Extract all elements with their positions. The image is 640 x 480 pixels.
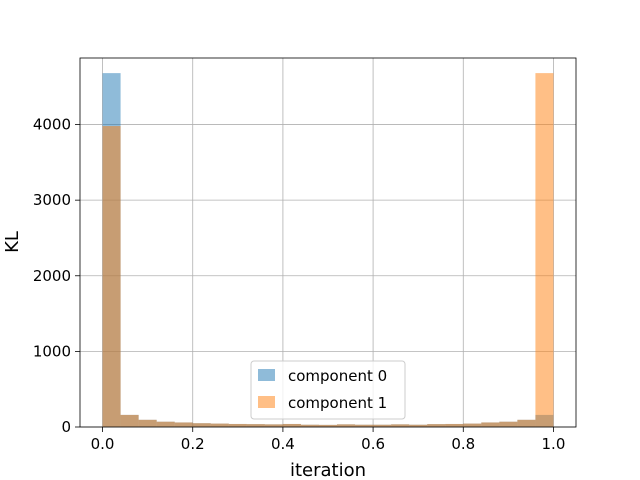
legend-label-component-1: component 1	[288, 394, 387, 412]
x-tick-label-1: 0.2	[181, 435, 205, 453]
x-tick-label-5: 1.0	[542, 435, 566, 453]
bar-series1-bin23	[517, 419, 536, 427]
y-axis-ticks: 0 1000 2000 3000 4000	[33, 116, 80, 436]
bar-series1-bin3	[156, 421, 175, 427]
legend: component 0 component 1	[250, 360, 406, 420]
y-tick-label-3: 3000	[33, 191, 71, 209]
bar-series1-bin13	[337, 424, 356, 427]
bar-series1-bin14	[355, 424, 374, 427]
legend-label-component-0: component 0	[288, 367, 387, 385]
x-tick-label-2: 0.4	[271, 435, 295, 453]
plot-frame	[79, 57, 577, 428]
bar-series1-bin15	[373, 424, 392, 427]
histogram-bars	[102, 73, 554, 427]
bar-series1-bin2	[138, 419, 157, 427]
bar-series1-bin9	[264, 424, 283, 427]
bar-series1-bin22	[499, 421, 518, 427]
legend-swatch-component-1	[258, 396, 275, 408]
bar-series1-bin10	[282, 423, 301, 427]
x-tick-label-3: 0.6	[361, 435, 385, 453]
bar-series1-bin16	[391, 424, 410, 427]
bar-series1-bin12	[318, 424, 338, 427]
bar-series1-bin8	[246, 424, 265, 427]
y-tick-label-2: 2000	[33, 267, 71, 285]
x-axis-label: iteration	[290, 460, 366, 480]
x-axis-ticks: 0.0 0.2 0.4 0.6 0.8 1.0	[91, 427, 566, 453]
y-tick-label-1: 1000	[33, 342, 71, 360]
bar-series1-bin1	[120, 414, 139, 427]
bar-series1-bin19	[445, 423, 464, 427]
y-tick-label-4: 4000	[33, 116, 71, 134]
bar-series1-bin11	[300, 424, 319, 427]
y-axis-label: KL	[2, 231, 23, 253]
bar-series1-bin17	[409, 424, 428, 427]
bar-series1-bin0	[102, 126, 121, 427]
bar-series1-bin6	[210, 423, 229, 427]
bar-series1-bin5	[192, 423, 211, 427]
y-tick-label-0: 0	[61, 418, 71, 436]
bar-series1-bin20	[463, 423, 482, 427]
bar-series1-bin4	[174, 422, 193, 427]
bar-series1-bin18	[427, 424, 446, 427]
bar-series1-bin7	[228, 423, 247, 427]
legend-swatch-component-0	[258, 369, 275, 381]
x-tick-label-0: 0.0	[91, 435, 115, 453]
bar-series1-bin21	[481, 422, 500, 427]
bar-series1-bin24	[535, 73, 554, 427]
x-tick-label-4: 0.8	[451, 435, 475, 453]
legend-frame	[250, 360, 406, 420]
